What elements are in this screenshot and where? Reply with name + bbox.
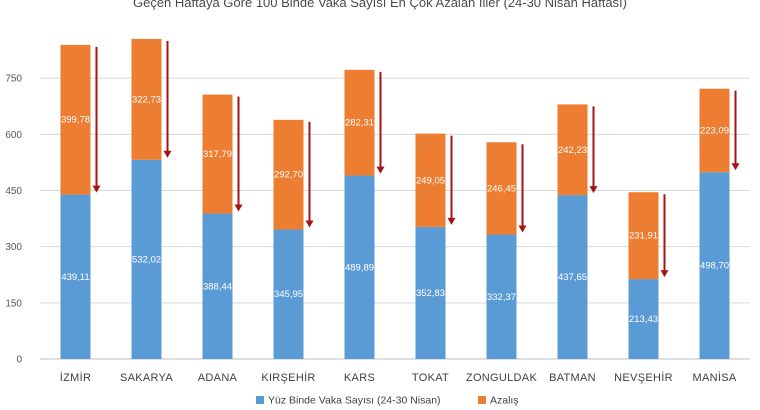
- arrow-head-2: [234, 204, 243, 212]
- legend: Yüz Binde Vaka Sayısı (24-30 Nisan) Azal…: [256, 395, 519, 407]
- bar-azalis-9: [699, 88, 730, 173]
- data-label-azalis-0: 399,78: [61, 115, 90, 126]
- arrow-head-4: [376, 166, 385, 174]
- bar-azalis-6: [486, 142, 517, 235]
- arrow-head-6: [518, 225, 527, 233]
- data-label-vaka-7: 437,65: [558, 272, 587, 283]
- y-tick-750: 750: [5, 74, 22, 85]
- bar-vaka-2: [202, 213, 233, 359]
- category-label-9: MANİSA: [693, 371, 737, 384]
- data-label-vaka-3: 345,95: [274, 289, 303, 300]
- category-label-3: KIRŞEHİR: [261, 371, 315, 384]
- y-tick-300: 300: [5, 242, 22, 253]
- bar-azalis-5: [415, 133, 446, 227]
- bar-vaka-4: [344, 175, 375, 359]
- category-label-2: ADANA: [198, 372, 238, 384]
- legend-swatch-vaka: [256, 396, 264, 404]
- bars: 439,11 399,78 532,02 322,73 388,44 317,79 345,…: [60, 38, 730, 359]
- data-label-vaka-6: 332,37: [487, 292, 516, 303]
- bar-vaka-8: [628, 279, 659, 359]
- bar-vaka-5: [415, 226, 446, 359]
- data-label-azalis-7: 242,23: [558, 145, 587, 156]
- data-label-azalis-4: 282,31: [345, 118, 374, 129]
- bar-azalis-7: [557, 104, 588, 196]
- y-tick-0: 0: [16, 355, 22, 366]
- bar-azalis-1: [131, 38, 162, 160]
- legend-label-azalis: Azalış: [490, 395, 519, 407]
- decrease-arrows: [92, 40, 740, 278]
- data-label-vaka-5: 352,83: [416, 288, 445, 299]
- data-label-azalis-5: 249,05: [416, 175, 445, 186]
- data-label-azalis-8: 231,91: [629, 231, 658, 242]
- data-label-vaka-1: 532,02: [132, 254, 161, 265]
- arrow-head-5: [447, 217, 456, 225]
- arrow-head-9: [731, 163, 740, 171]
- data-label-vaka-0: 439,11: [61, 272, 89, 283]
- arrow-head-7: [589, 186, 598, 194]
- category-label-5: TOKAT: [412, 372, 449, 384]
- y-tick-450: 450: [5, 186, 22, 197]
- data-label-azalis-6: 246,45: [487, 183, 516, 194]
- bar-azalis-2: [202, 94, 233, 214]
- data-label-vaka-8: 213,43: [629, 314, 658, 325]
- category-label-1: SAKARYA: [120, 372, 173, 384]
- legend-swatch-azalis: [478, 396, 486, 404]
- data-label-azalis-2: 317,79: [203, 149, 232, 160]
- arrow-head-0: [92, 185, 101, 193]
- data-label-vaka-2: 388,44: [203, 281, 232, 292]
- bar-azalis-0: [60, 44, 91, 195]
- bar-vaka-0: [60, 194, 91, 359]
- data-label-azalis-9: 223,09: [700, 125, 729, 136]
- arrow-head-1: [163, 150, 172, 158]
- data-label-azalis-1: 322,73: [132, 94, 161, 105]
- data-label-azalis-3: 292,70: [274, 170, 303, 181]
- x-axis: İZMİR SAKARYA ADANA KIRŞEHİR KARS TOKAT ZONGUL…: [60, 371, 737, 384]
- bar-vaka-6: [486, 234, 517, 359]
- data-label-vaka-9: 498,70: [700, 261, 729, 272]
- bar-vaka-9: [699, 172, 730, 359]
- category-label-6: ZONGULDAK: [466, 372, 538, 384]
- y-tick-600: 600: [5, 130, 22, 141]
- category-label-7: BATMAN: [549, 372, 596, 384]
- chart-title: Geçen Haftaya Göre 100 Binde Vaka Sayısı…: [133, 0, 627, 10]
- bar-vaka-1: [131, 159, 162, 359]
- category-label-4: KARS: [344, 372, 375, 384]
- arrow-head-3: [305, 220, 314, 228]
- data-label-vaka-4: 489,89: [345, 262, 374, 273]
- bar-azalis-4: [344, 69, 375, 176]
- bar-vaka-7: [557, 195, 588, 359]
- category-label-0: İZMİR: [60, 371, 91, 384]
- arrow-head-8: [660, 270, 669, 278]
- legend-label-vaka: Yüz Binde Vaka Sayısı (24-30 Nisan): [268, 395, 441, 407]
- y-axis: 0 150 300 450 600 750: [5, 74, 22, 366]
- bar-vaka-3: [273, 229, 304, 359]
- bar-azalis-3: [273, 119, 304, 230]
- bar-azalis-8: [628, 192, 659, 280]
- category-label-8: NEVŞEHİR: [614, 371, 673, 384]
- y-tick-150: 150: [5, 298, 22, 309]
